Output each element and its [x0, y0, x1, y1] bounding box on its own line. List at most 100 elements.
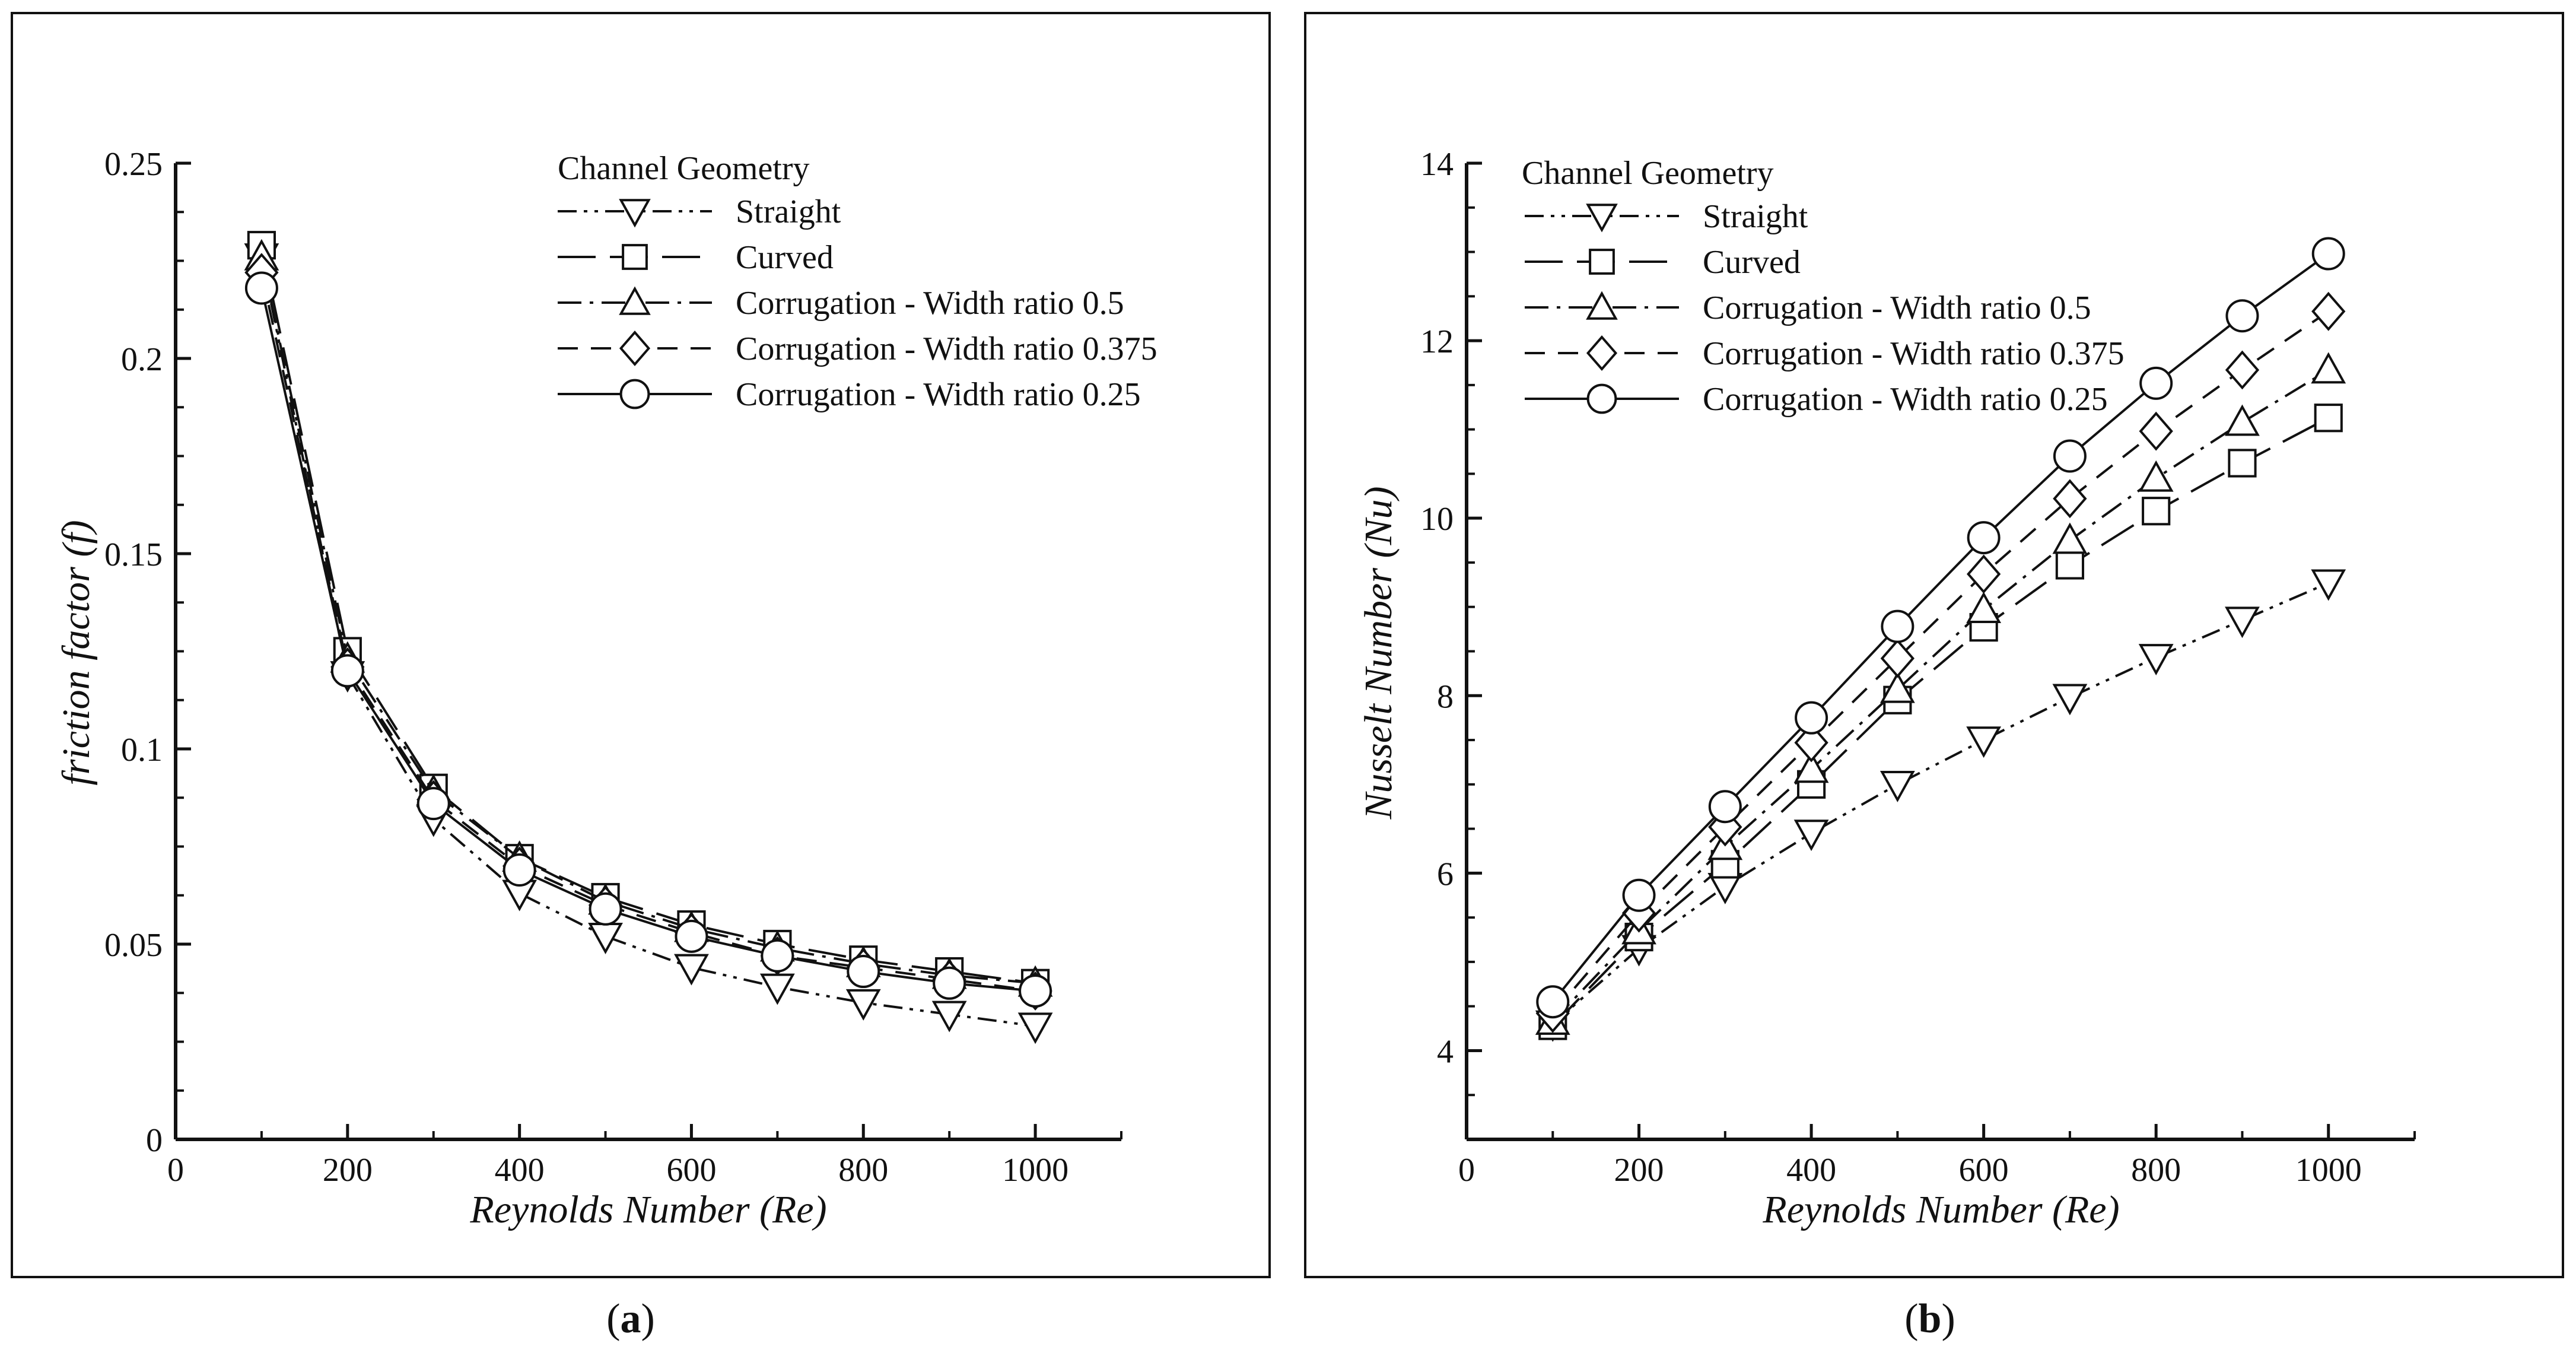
legend-entry: Curved	[1525, 244, 1801, 281]
data-point	[2142, 497, 2171, 526]
data-point	[2053, 479, 2087, 519]
legend-label: Curved	[1703, 244, 1801, 281]
series-line	[260, 288, 1036, 992]
panel-b-x-axis-title: Reynolds Number (Re)	[1762, 1188, 2119, 1231]
panel-a-caption-label: (a)	[606, 1296, 655, 1342]
legend-marker	[619, 379, 650, 409]
series-line	[1551, 369, 2329, 1022]
panel-a-legend-title: Channel Geometry	[558, 150, 810, 187]
data-point	[2225, 350, 2260, 390]
data-point	[1881, 609, 1914, 643]
legend-marker	[1586, 335, 1618, 371]
legend-label: Curved	[736, 239, 834, 276]
panel-a-friction-factor: 0 200 400 600 800 1000 0 0.05 0.1 0.15 0.2 0.25 Re…	[11, 12, 1271, 1342]
data-point	[931, 1001, 967, 1033]
y-tick-label: 12	[1420, 323, 1454, 360]
y-tick-label: 8	[1437, 678, 1454, 715]
legend-entry: Corrugation - Width ratio 0.25	[1525, 381, 2108, 418]
data-point	[1793, 751, 1829, 783]
x-tick-label: 0	[167, 1152, 184, 1189]
y-tick-label: 0.15	[104, 536, 163, 573]
data-point	[2138, 460, 2174, 492]
data-point	[1019, 974, 1052, 1008]
data-point	[675, 919, 708, 953]
legend-marker	[619, 286, 651, 315]
data-point	[2311, 237, 2345, 271]
data-point	[330, 654, 364, 688]
y-tick-label: 4	[1437, 1033, 1454, 1070]
data-point	[1880, 639, 1915, 678]
data-point	[2228, 449, 2257, 478]
legend-label: Straight	[1703, 198, 1808, 235]
data-point	[1879, 771, 1915, 802]
data-point	[845, 989, 881, 1021]
y-tick-label: 0.05	[104, 927, 163, 964]
legend-entry: Corrugation - Width ratio 0.25	[558, 376, 1141, 413]
data-point	[2139, 411, 2173, 451]
series-line	[1551, 417, 2329, 1027]
legend-entry: Corrugation - Width ratio 0.5	[558, 285, 1124, 322]
data-point	[1794, 723, 1828, 763]
data-point	[933, 966, 966, 1000]
legend-marker	[1586, 204, 1618, 233]
panel-a-x-axis-title: Reynolds Number (Re)	[469, 1188, 826, 1231]
data-point	[847, 955, 880, 989]
series-line	[260, 244, 1036, 984]
panel-b-legend-title: Channel Geometry	[1522, 155, 1774, 192]
data-point	[2053, 439, 2087, 473]
legend-marker	[619, 331, 651, 366]
data-point	[2311, 352, 2346, 384]
panel-a-axes: 0 200 400 600 800 1000 0 0.05 0.1 0.15 0.2 0.25	[104, 146, 1122, 1189]
data-point	[1967, 521, 2001, 555]
data-point	[1879, 671, 1915, 703]
legend-label: Corrugation - Width ratio 0.5	[736, 285, 1124, 322]
data-point	[503, 853, 536, 887]
panel-b-axes: 0 200 400 600 800 1000 4 6 8 10 12 14	[1420, 146, 2416, 1189]
data-point	[1966, 592, 2002, 624]
legend-entry: Corrugation - Width ratio 0.5	[1525, 290, 2091, 326]
x-tick-label: 600	[666, 1152, 716, 1189]
data-point	[1966, 726, 2002, 758]
x-tick-label: 800	[2131, 1152, 2181, 1189]
legend-label: Corrugation - Width ratio 0.25	[1703, 381, 2108, 418]
data-point	[1708, 790, 1742, 824]
data-point	[2225, 404, 2260, 436]
y-tick-label: 0	[146, 1122, 163, 1159]
x-tick-label: 800	[838, 1152, 888, 1189]
data-point	[1793, 820, 1829, 852]
series-circle	[1536, 237, 2345, 1019]
panel-a-series	[244, 231, 1053, 1044]
data-point	[2314, 404, 2343, 433]
data-point	[244, 271, 278, 305]
data-point	[2225, 606, 2260, 639]
y-tick-label: 6	[1437, 856, 1454, 893]
data-point	[1708, 807, 1742, 847]
panel-a-y-axis-title: friction factor (f)	[55, 520, 98, 785]
series-circle	[244, 271, 1052, 1008]
legend-label: Corrugation - Width ratio 0.375	[1703, 335, 2125, 372]
panel-b-series	[1535, 237, 2346, 1042]
x-tick-label: 400	[495, 1152, 545, 1189]
data-point	[1536, 985, 1570, 1019]
data-point	[2311, 569, 2346, 601]
panel-a-frame	[11, 12, 1271, 1278]
data-point	[1966, 554, 2001, 594]
data-point	[2138, 644, 2174, 676]
legend-label: Corrugation - Width ratio 0.375	[736, 331, 1157, 367]
y-tick-label: 0.1	[121, 732, 163, 768]
panel-a-legend: Channel Geometry Straight Curved Corrugati…	[558, 150, 1157, 413]
legend-label: Corrugation - Width ratio 0.5	[1703, 290, 2091, 326]
data-point	[589, 892, 622, 926]
series-line	[260, 272, 1036, 992]
series-line	[1551, 252, 2329, 1003]
data-point	[1795, 701, 1828, 735]
legend-label: Straight	[736, 193, 841, 230]
x-tick-label: 400	[1786, 1152, 1836, 1189]
x-tick-label: 200	[323, 1152, 373, 1189]
y-tick-label: 14	[1420, 146, 1454, 183]
y-tick-label: 0.25	[104, 146, 163, 183]
data-point	[2311, 291, 2346, 331]
legend-entry: Corrugation - Width ratio 0.375	[558, 331, 1157, 367]
data-point	[2139, 366, 2173, 400]
